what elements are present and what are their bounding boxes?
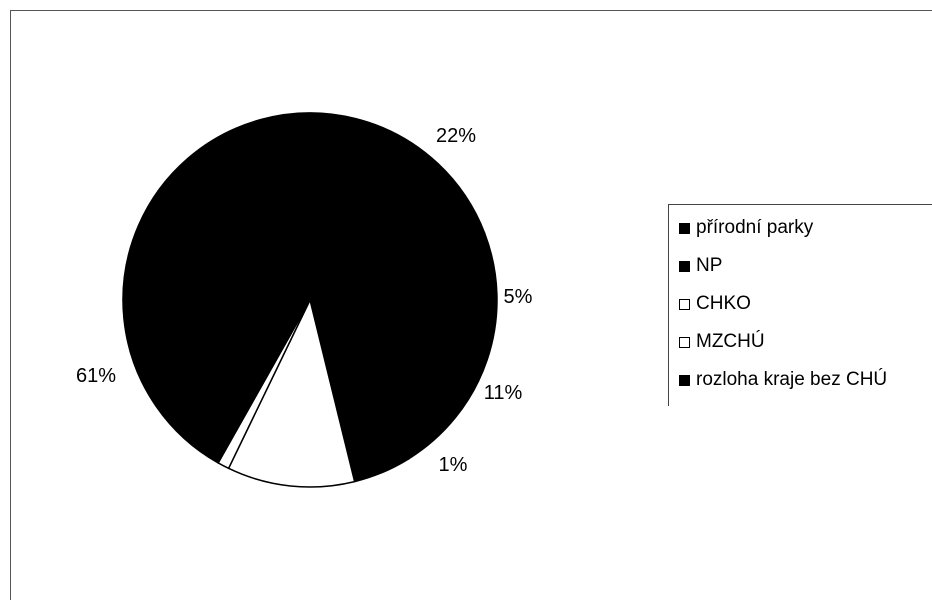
pie-data-label-2: 11% <box>484 382 523 404</box>
legend-swatch <box>679 298 690 310</box>
legend-item-prirodni-parky: přírodní parky <box>679 217 813 239</box>
legend-label: přírodní parky <box>696 217 814 238</box>
legend: přírodní parky NP CHKO MZCHÚ rozloha kra… <box>668 204 932 406</box>
pie-slices <box>122 112 498 488</box>
pie-data-label-1: 5% <box>504 286 533 308</box>
legend-label: MZCHÚ <box>696 331 765 352</box>
pie-slice-0 <box>309 232 498 460</box>
pie-slice-2 <box>227 299 356 488</box>
legend-swatch <box>679 260 690 272</box>
pie-data-label-3: 1% <box>439 454 468 476</box>
legend-swatch <box>679 222 690 234</box>
chart-frame <box>10 10 932 600</box>
pie-slice-4 <box>122 112 486 464</box>
legend-swatch <box>679 374 690 386</box>
legend-swatch <box>679 336 690 348</box>
legend-item-chko: CHKO <box>679 293 751 315</box>
legend-item-rozloha-kraje-bez-chu: rozloha kraje bez CHÚ <box>679 369 887 391</box>
legend-label: NP <box>696 255 723 276</box>
legend-label: CHKO <box>696 293 751 314</box>
legend-item-np: NP <box>679 255 722 277</box>
pie-data-label-4: 61% <box>76 365 116 387</box>
pie-labels: 22% 5% 11% 1% 61% <box>76 125 533 476</box>
pie-data-label-0: 22% <box>436 125 476 147</box>
legend-label: rozloha kraje bez CHÚ <box>696 369 888 390</box>
legend-item-mzchu: MZCHÚ <box>679 331 765 353</box>
